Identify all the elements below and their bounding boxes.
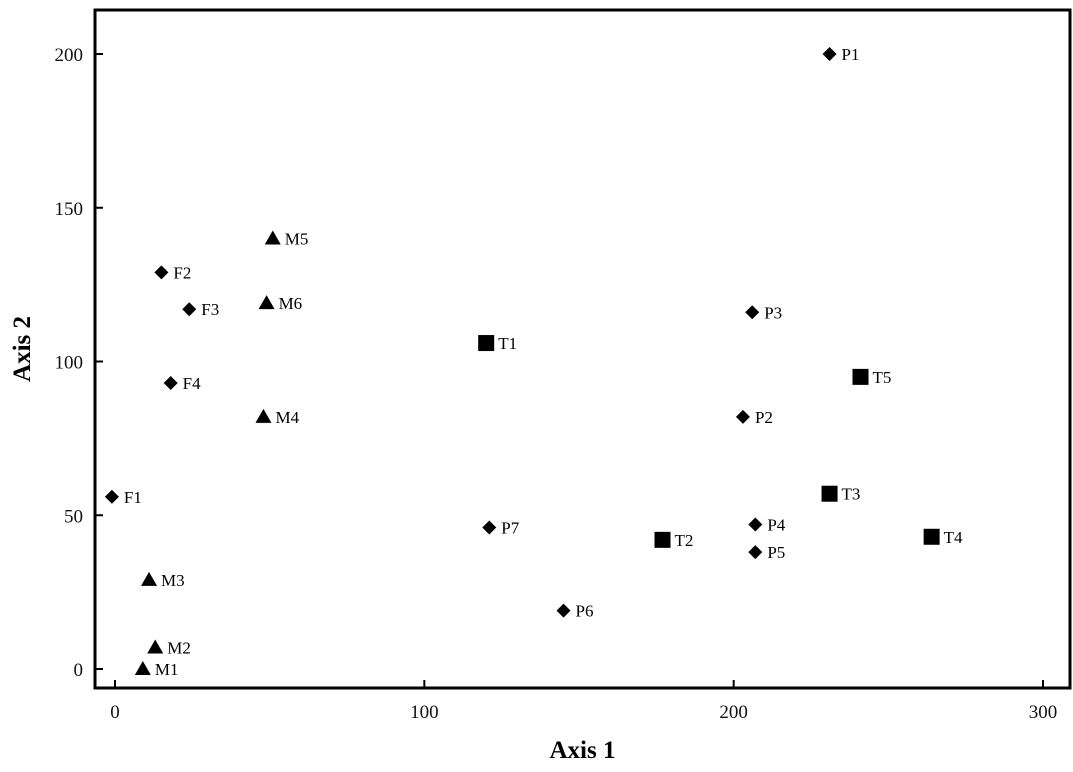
data-point-t3: [821, 485, 838, 502]
data-point-m3: [141, 571, 158, 586]
y-tick-label: 150: [55, 199, 84, 220]
point-label-f3: F3: [201, 300, 219, 319]
point-label-f2: F2: [173, 263, 191, 282]
point-label-t5: T5: [872, 368, 891, 387]
data-point-m2: [147, 639, 164, 654]
data-point-t1: [478, 335, 495, 352]
data-point-t2: [654, 531, 671, 548]
y-tick-label: 0: [74, 660, 84, 681]
point-label-t1: T1: [498, 334, 517, 353]
data-point-p3: [745, 305, 760, 320]
plot-area: [93, 8, 1072, 690]
x-tick-label: 300: [1029, 702, 1058, 723]
y-axis-label: Axis 2: [9, 316, 36, 382]
point-label-p1: P1: [842, 45, 860, 64]
data-point-f4: [163, 376, 178, 391]
data-point-p7: [482, 520, 497, 535]
point-label-m5: M5: [285, 230, 309, 249]
point-label-m2: M2: [167, 638, 191, 657]
x-tick-label: 0: [110, 702, 120, 723]
point-label-m3: M3: [161, 571, 185, 590]
point-label-m1: M1: [155, 660, 179, 679]
data-point-p1: [822, 47, 837, 61]
point-label-p6: P6: [576, 602, 594, 621]
point-label-t4: T4: [944, 528, 963, 547]
x-tick-label: 100: [410, 702, 439, 723]
data-point-t5: [852, 368, 869, 385]
point-label-t2: T2: [675, 531, 694, 550]
data-point-m1: [134, 661, 151, 675]
y-tick-label: 200: [55, 45, 84, 66]
data-point-p5: [748, 545, 763, 560]
data-point-p4: [748, 517, 763, 532]
y-axis: 0 50 100 150 200: [55, 45, 103, 681]
data-points: F1 F2 F3 F4 M1 M2 M3 M4 M5 M6 T1 T2 T3 T4 T5 P1 P2 P3 P4 P5…: [104, 45, 963, 679]
data-point-m5: [264, 230, 281, 245]
data-point-f3: [182, 302, 197, 317]
point-label-f4: F4: [183, 374, 201, 393]
point-label-m6: M6: [279, 294, 303, 313]
x-axis-label: Axis 1: [550, 737, 616, 764]
data-point-p6: [556, 603, 571, 618]
data-point-m6: [258, 295, 275, 310]
point-label-p2: P2: [755, 408, 773, 427]
x-tick-label: 200: [719, 702, 748, 723]
plot-frame: [93, 8, 1072, 690]
point-label-p7: P7: [501, 519, 519, 538]
point-label-p3: P3: [764, 303, 782, 322]
data-point-f2: [154, 265, 169, 280]
point-label-f1: F1: [124, 488, 142, 507]
point-label-t3: T3: [842, 485, 861, 504]
x-axis: 0 100 200 300: [110, 680, 1057, 723]
point-label-p5: P5: [767, 543, 785, 562]
y-tick-label: 50: [64, 506, 83, 527]
point-label-p4: P4: [767, 515, 785, 534]
point-label-m4: M4: [275, 408, 299, 427]
data-point-t4: [923, 528, 940, 545]
data-point-p2: [735, 409, 750, 424]
data-point-f1: [104, 489, 119, 504]
y-tick-label: 100: [55, 353, 84, 374]
data-point-m4: [255, 408, 272, 423]
